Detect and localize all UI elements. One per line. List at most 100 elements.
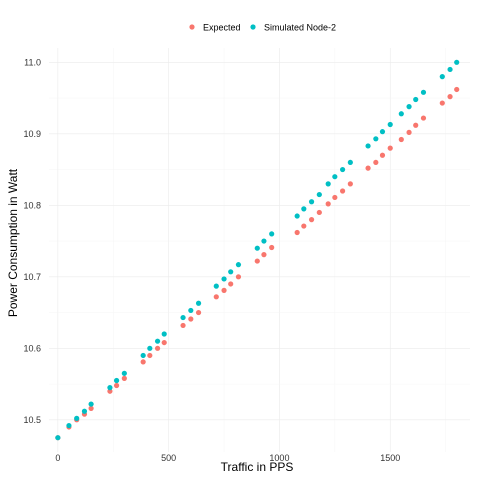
y-tick-label: 10.8 xyxy=(23,200,41,210)
data-point xyxy=(325,201,331,207)
legend-label: Simulated Node-2 xyxy=(264,23,336,33)
data-point xyxy=(213,294,219,300)
data-point xyxy=(365,165,371,171)
series-1 xyxy=(55,86,460,441)
data-point xyxy=(413,122,419,128)
data-point xyxy=(221,287,227,293)
data-point xyxy=(398,136,404,143)
data-point xyxy=(221,276,227,282)
data-point xyxy=(147,352,153,359)
data-point xyxy=(161,339,167,346)
x-axis-ticks: 0 500 1000 1500 xyxy=(55,453,400,463)
data-point xyxy=(308,199,315,205)
data-point xyxy=(454,86,460,93)
data-point xyxy=(235,274,242,280)
data-point xyxy=(439,74,445,80)
data-point xyxy=(188,307,194,314)
data-point xyxy=(113,382,120,389)
data-point xyxy=(447,66,453,73)
data-point xyxy=(228,281,234,287)
y-tick-label: 10.6 xyxy=(23,343,41,353)
data-point xyxy=(147,345,153,351)
data-point xyxy=(316,191,322,198)
data-point xyxy=(454,59,460,65)
data-point xyxy=(447,94,453,100)
legend-key xyxy=(250,24,256,30)
data-points xyxy=(55,59,460,441)
data-point xyxy=(379,152,386,158)
data-point xyxy=(398,111,404,117)
data-point xyxy=(113,377,120,384)
data-point xyxy=(347,159,353,166)
data-point xyxy=(154,345,161,351)
data-point xyxy=(180,314,186,321)
x-tick-label: 1000 xyxy=(269,453,289,463)
data-point xyxy=(140,352,146,359)
data-point xyxy=(107,388,113,394)
data-point xyxy=(88,405,94,411)
x-tick-label: 1500 xyxy=(380,453,400,463)
data-point xyxy=(121,370,127,376)
data-point xyxy=(301,223,307,229)
data-point xyxy=(261,238,267,244)
data-point xyxy=(406,104,412,110)
data-point xyxy=(316,209,322,216)
data-point xyxy=(373,136,379,142)
data-point xyxy=(188,316,194,322)
data-point xyxy=(261,252,267,258)
data-point xyxy=(365,143,371,149)
data-point xyxy=(294,229,300,236)
y-tick-label: 10.5 xyxy=(23,415,41,425)
data-point xyxy=(308,217,315,223)
data-point xyxy=(66,422,72,429)
data-point xyxy=(154,338,161,344)
data-point xyxy=(420,89,427,95)
x-axis-title: Traffic in PPS xyxy=(221,460,294,474)
data-point xyxy=(269,231,275,237)
data-point xyxy=(140,359,146,365)
data-point xyxy=(379,129,386,135)
data-point xyxy=(254,258,260,264)
legend: Expected Simulated Node-2 xyxy=(189,23,336,33)
data-point xyxy=(325,181,331,187)
data-point xyxy=(81,408,88,414)
data-point xyxy=(180,322,186,329)
data-point xyxy=(195,300,202,306)
data-point xyxy=(195,309,202,316)
data-point xyxy=(406,129,412,135)
data-point xyxy=(55,435,61,441)
data-point xyxy=(373,159,379,166)
data-point xyxy=(347,181,353,187)
x-tick-label: 0 xyxy=(55,453,60,463)
data-point xyxy=(332,174,338,180)
grid xyxy=(49,48,470,452)
data-point xyxy=(161,331,167,337)
data-point xyxy=(413,96,419,103)
y-axis-title: Power Consumption in Watt xyxy=(6,168,20,317)
data-point xyxy=(88,401,94,407)
data-point xyxy=(269,244,275,251)
data-point xyxy=(254,245,260,251)
data-point xyxy=(74,415,80,421)
data-point xyxy=(301,206,307,212)
data-point xyxy=(339,188,346,194)
data-point xyxy=(235,262,242,268)
data-point xyxy=(420,115,427,121)
y-tick-label: 10.9 xyxy=(23,129,41,139)
data-point xyxy=(107,385,113,391)
data-point xyxy=(387,121,393,128)
data-point xyxy=(228,269,234,275)
y-tick-label: 11.0 xyxy=(24,57,41,67)
legend-key xyxy=(189,24,195,30)
series-2 xyxy=(55,59,460,441)
data-point xyxy=(332,194,338,201)
data-point xyxy=(387,145,393,151)
y-tick-label: 10.7 xyxy=(23,272,41,282)
data-point xyxy=(294,213,300,219)
x-tick-label: 500 xyxy=(161,453,176,463)
data-point xyxy=(339,166,346,173)
data-point xyxy=(121,375,127,381)
data-point xyxy=(213,283,219,289)
data-point xyxy=(439,100,445,106)
